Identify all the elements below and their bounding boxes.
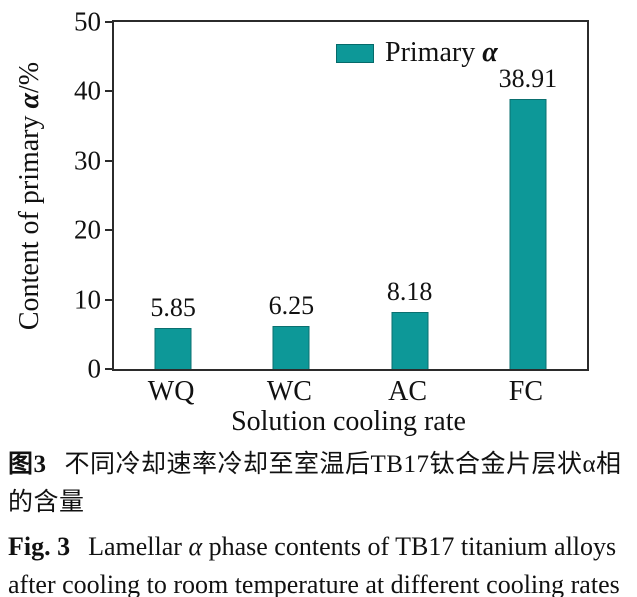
bar-group-wc: 6.25 — [232, 22, 350, 369]
x-axis-ticks: WQ WC AC FC — [112, 378, 585, 406]
y-tick-mark — [105, 229, 114, 232]
caption-chinese: 图3 不同冷却速率冷却至室温后TB17钛合金片层状α相的含量 — [8, 446, 627, 521]
caption-en-pre: Lamellar — [88, 532, 189, 561]
bar-group-wq: 5.85 — [114, 22, 232, 369]
y-tick-label: 30 — [74, 145, 101, 176]
alpha-symbol: α — [188, 532, 203, 561]
bar-ac — [391, 312, 429, 369]
y-tick-mark — [105, 21, 114, 23]
caption-cn-number: 图3 — [8, 451, 47, 478]
y-tick-label: 0 — [87, 353, 102, 384]
y-tick-label: 20 — [74, 214, 101, 245]
chart-legend: Primary α — [336, 39, 498, 67]
x-tick-fc: FC — [508, 376, 543, 407]
y-tick-label: 50 — [74, 6, 101, 37]
bar-value-label: 8.18 — [386, 277, 433, 307]
bar-value-label: 38.91 — [498, 63, 558, 93]
y-tick-mark — [105, 368, 114, 370]
caption-cn-text: 不同冷却速率冷却至室温后TB17钛合金片层状α相的含量 — [8, 451, 622, 516]
bar-fc — [509, 98, 547, 369]
bar-wq — [154, 328, 192, 369]
bar-value-label: 6.25 — [268, 290, 315, 320]
y-tick-label: 10 — [74, 284, 101, 315]
bar-group-ac: 8.18 — [351, 22, 469, 369]
figure-captions: 图3 不同冷却速率冷却至室温后TB17钛合金片层状α相的含量 Fig. 3 Lame… — [0, 438, 637, 597]
y-axis-title-text: Content of primary — [14, 108, 45, 331]
caption-en-number: Fig. 3 — [8, 532, 71, 561]
bar-chart: Content of primary α/% 0 10 20 30 40 50 5.85 … — [14, 8, 589, 437]
caption-en-text: Lamellar α phase contents of TB17 titani… — [8, 532, 620, 597]
x-axis-title: Solution cooling rate — [231, 406, 466, 437]
bars-row: 5.85 6.25 8.18 38.91 — [114, 22, 587, 369]
x-tick-ac: AC — [388, 376, 428, 407]
legend-label-text: Primary — [385, 37, 483, 68]
y-tick-mark — [105, 298, 114, 301]
alpha-symbol: α — [14, 92, 45, 109]
x-tick-wc: WC — [266, 376, 312, 407]
y-tick-label: 40 — [74, 75, 101, 106]
caption-english: Fig. 3 Lamellar α phase contents of TB17 … — [8, 528, 627, 597]
alpha-symbol: α — [482, 37, 498, 68]
bar-group-fc: 38.91 — [469, 22, 587, 369]
bar-value-label: 5.85 — [150, 293, 196, 323]
bar-wc — [272, 325, 310, 369]
x-tick-wq: WQ — [147, 376, 195, 407]
legend-label: Primary α — [385, 39, 498, 67]
legend-color-swatch — [336, 43, 374, 63]
y-tick-mark — [105, 159, 114, 162]
y-tick-mark — [105, 90, 114, 93]
y-axis-title: Content of primary α/% — [14, 61, 45, 331]
caption-en-post: phase contents of TB17 titanium alloys a… — [8, 532, 620, 597]
plot-area: 0 10 20 30 40 50 5.85 6.25 8.18 38.91 — [74, 8, 589, 382]
y-axis-title-unit: /% — [14, 61, 45, 93]
